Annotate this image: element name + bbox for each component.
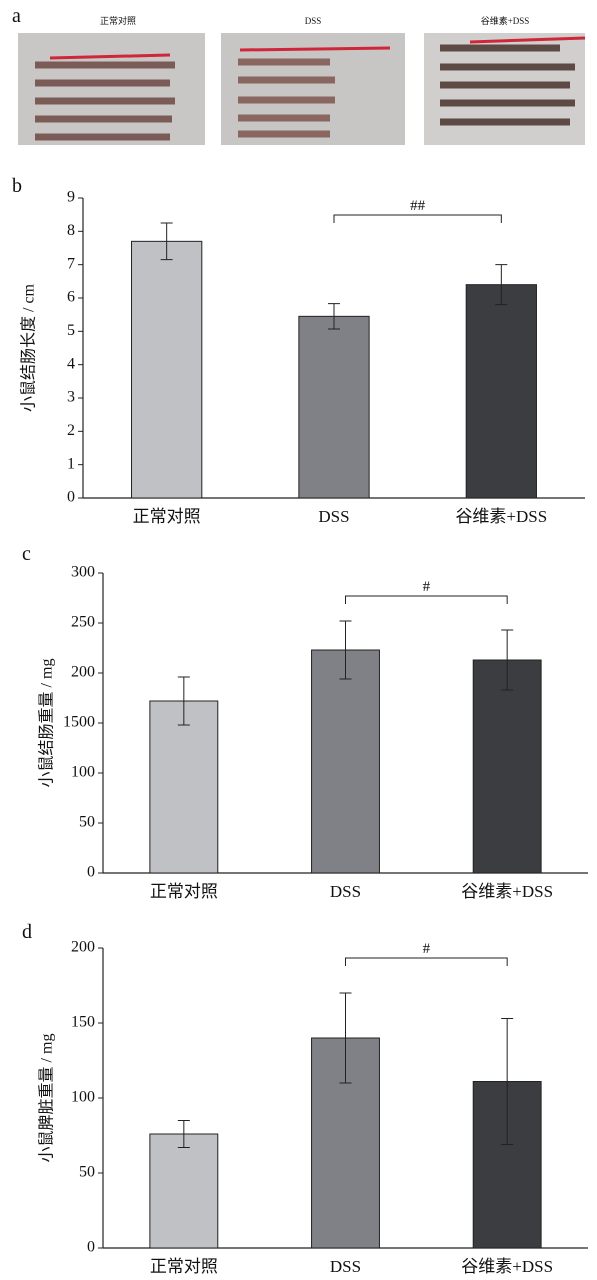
y-tick-label: 200 [71, 664, 95, 681]
x-tick-label: 正常对照 [133, 507, 201, 526]
bar [149, 1133, 219, 1249]
y-tick-label: 9 [67, 189, 75, 206]
bar [311, 649, 380, 874]
error-bar [339, 992, 352, 1084]
error-bar [501, 629, 514, 691]
significance-bracket [345, 957, 508, 966]
y-tick-label: 150 [71, 1014, 95, 1031]
panel-label: a [12, 5, 21, 27]
y-tick-label: 5 [67, 322, 75, 339]
x-tick-label: 谷维素+DSS [455, 507, 547, 526]
y-tick-label: 0 [87, 864, 95, 881]
y-tick-label: 0 [67, 489, 75, 506]
x-tick-label: DSS [318, 507, 349, 526]
panel-label: b [12, 175, 22, 197]
x-tick-label: 谷维素+DSS [461, 882, 553, 901]
photo [424, 33, 586, 145]
significance-label: # [423, 579, 431, 595]
y-tick-label: 6 [67, 289, 75, 306]
bar [131, 240, 203, 499]
significance-label: ## [410, 198, 426, 214]
y-axis-label: 小鼠结肠长度 / cm [20, 283, 38, 412]
x-tick-label: DSS [330, 882, 361, 901]
y-tick-label: 200 [71, 939, 95, 956]
x-tick-label: DSS [330, 1257, 361, 1275]
panel-label: c [22, 543, 31, 565]
y-tick-label: 1 [67, 455, 75, 472]
photo-caption: 正常对照 [100, 15, 136, 26]
significance-bracket [345, 595, 508, 604]
error-bar [160, 222, 173, 261]
error-bar [501, 1018, 514, 1145]
x-tick-label: 正常对照 [150, 882, 218, 901]
y-tick-label: 100 [71, 1089, 95, 1106]
x-tick-label: 正常对照 [150, 1257, 218, 1275]
y-tick-label: 8 [67, 222, 75, 239]
error-bar [328, 303, 340, 330]
bar [465, 284, 537, 499]
significance-label: # [423, 941, 431, 957]
error-bar [495, 264, 508, 306]
y-tick-label: 0 [87, 1239, 95, 1256]
y-tick-label: 300 [71, 564, 95, 581]
x-tick-label: 谷维素+DSS [461, 1257, 553, 1275]
y-tick-label: 100 [71, 764, 95, 781]
y-tick-label: 2 [67, 422, 75, 439]
error-bar [177, 676, 190, 726]
y-axis-label: 小鼠结肠重量 / mg [38, 659, 56, 788]
bar [298, 315, 370, 499]
panel-label: d [22, 921, 32, 943]
photo [221, 33, 405, 145]
y-tick-label: 4 [67, 355, 75, 372]
y-tick-label: 7 [67, 255, 75, 272]
photo-caption: DSS [305, 16, 322, 26]
y-tick-label: 250 [71, 614, 95, 631]
photo [18, 33, 205, 145]
y-axis-label: 小鼠脾脏重量 / mg [38, 1034, 56, 1163]
photo-caption: 谷维素+DSS [481, 15, 530, 26]
y-tick-label: 50 [79, 1164, 95, 1181]
bar [472, 659, 542, 874]
significance-bracket [333, 214, 502, 223]
error-bar [177, 1120, 190, 1148]
y-tick-label: 3 [67, 389, 75, 406]
error-bar [339, 620, 352, 680]
bar [149, 700, 219, 874]
y-tick-label: 1500 [63, 714, 95, 731]
y-tick-label: 50 [79, 814, 95, 831]
